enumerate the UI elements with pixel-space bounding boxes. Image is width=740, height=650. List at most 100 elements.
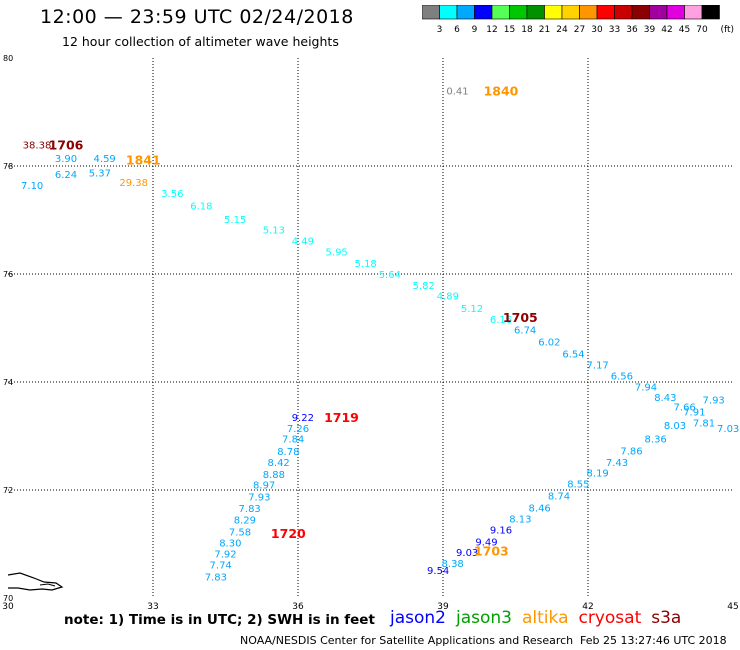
wave-height-value: 8.88 bbox=[263, 470, 285, 481]
wave-height-value: 4.49 bbox=[292, 237, 314, 248]
time-labels: 1706 1841 1840 1705 1719 1720 1703 bbox=[49, 83, 538, 558]
footnote: note: 1) Time is in UTC; 2) SWH is in fe… bbox=[64, 612, 375, 628]
wave-height-value: 8.97 bbox=[253, 481, 275, 492]
wave-height-value: 8.42 bbox=[268, 458, 290, 469]
wave-height-value: 7.93 bbox=[703, 395, 725, 406]
wave-height-value: 6.18 bbox=[190, 201, 212, 212]
credit-line: NOAA/NESDIS Center for Satellite Applica… bbox=[240, 634, 574, 647]
color-legend: 3 6 9 12 15 18 21 24 27 30 33 36 39 42 45 70 (ft) bbox=[422, 5, 734, 35]
wave-height-value: 8.38 bbox=[442, 559, 464, 570]
wave-height-value: 5.37 bbox=[89, 168, 111, 179]
wave-height-value: 7.81 bbox=[693, 419, 715, 430]
grid-lines bbox=[8, 58, 733, 598]
page-subtitle: 12 hour collection of altimeter wave hei… bbox=[62, 34, 339, 49]
wave-height-value: 8.55 bbox=[567, 480, 589, 491]
coastline bbox=[7, 572, 64, 591]
wave-height-value: 7.92 bbox=[214, 550, 236, 561]
legend-tick-label: 21 bbox=[539, 25, 550, 35]
pass-time-label: 1840 bbox=[484, 83, 519, 98]
y-tick-label: 74 bbox=[3, 378, 13, 387]
x-tick-label: 45 bbox=[727, 602, 738, 612]
pass-time-label: 1706 bbox=[49, 137, 84, 152]
pass-time-label: 1705 bbox=[503, 310, 538, 325]
y-tick-label: 70 bbox=[3, 594, 13, 603]
wave-height-value: 7.03 bbox=[717, 424, 739, 435]
wave-height-value: 7.83 bbox=[205, 572, 227, 583]
legend-tick-label: 9 bbox=[472, 25, 478, 35]
pass-time-label: 1703 bbox=[474, 543, 509, 558]
satellite-legend: jason2 jason3 altika cryosat s3a bbox=[390, 608, 691, 628]
x-tick-label: 30 bbox=[2, 602, 14, 612]
pass-time-label: 1719 bbox=[324, 410, 359, 425]
wave-height-value: 3.90 bbox=[55, 154, 77, 165]
generated-timestamp: Feb 25 13:27:46 UTC 2018 bbox=[580, 634, 727, 647]
wave-height-value: 9.49 bbox=[475, 537, 497, 548]
wave-height-value: 7.91 bbox=[683, 408, 705, 419]
coastline-inlet bbox=[39, 583, 56, 587]
legend-swatch bbox=[701, 5, 720, 20]
wave-height-value: 7.83 bbox=[239, 504, 261, 515]
coastline-outline bbox=[7, 572, 64, 591]
legend-tick-label: 70 bbox=[696, 25, 708, 35]
wave-height-value: 8.74 bbox=[548, 491, 570, 502]
wave-height-value: 5.13 bbox=[263, 226, 285, 237]
wave-height-value: 6.74 bbox=[514, 326, 536, 337]
wave-height-value: 7.94 bbox=[635, 382, 657, 393]
wave-height-value: 5.82 bbox=[413, 281, 435, 292]
satellite-jason3: jason3 bbox=[456, 608, 512, 628]
wave-height-value: 3.56 bbox=[161, 189, 183, 200]
wave-height-value: 7.43 bbox=[606, 458, 628, 469]
wave-height-value: 8.19 bbox=[587, 469, 609, 480]
wave-height-value: 5.12 bbox=[461, 304, 483, 315]
legend-tick-label: 27 bbox=[574, 25, 585, 35]
wave-height-value: 7.17 bbox=[587, 361, 609, 372]
wave-height-value: 8.03 bbox=[664, 421, 686, 432]
wave-height-value: 7.93 bbox=[248, 492, 270, 503]
wave-height-value: 29.38 bbox=[119, 178, 148, 189]
legend-tick-label: 24 bbox=[556, 25, 568, 35]
axes: 30 33 36 39 42 45 70 72 74 76 78 80 bbox=[2, 54, 738, 612]
wave-height-value: 9.54 bbox=[427, 566, 449, 577]
wave-height-value: 6.56 bbox=[611, 372, 633, 383]
wave-height-value: 7.10 bbox=[21, 181, 43, 192]
satellite-s3a: s3a bbox=[651, 608, 682, 628]
legend-tick-label: 6 bbox=[454, 25, 460, 35]
wave-height-value: 9.16 bbox=[490, 525, 512, 536]
wave-height-value: 8.13 bbox=[509, 515, 531, 526]
x-tick-label: 39 bbox=[437, 602, 449, 612]
wave-height-value: 9.03 bbox=[456, 548, 478, 559]
wave-height-value: 7.74 bbox=[210, 561, 232, 572]
legend-tick-label: 45 bbox=[679, 25, 690, 35]
wave-height-value: 7.26 bbox=[287, 424, 309, 435]
legend-tick-label: 39 bbox=[644, 25, 656, 35]
y-tick-label: 80 bbox=[3, 54, 13, 63]
x-tick-label: 36 bbox=[292, 602, 304, 612]
legend-tick-label: 15 bbox=[504, 25, 515, 35]
wave-height-value: 8.30 bbox=[219, 538, 241, 549]
legend-tick-label: 18 bbox=[521, 25, 533, 35]
data-points: 38.383.90 6.24 4.59 5.37 7.10 29.38 3.56 6.18 5.… bbox=[21, 86, 739, 583]
wave-height-value: 7.66 bbox=[674, 402, 696, 413]
pass-time-label: 1720 bbox=[271, 526, 306, 541]
pass-time-label: 1841 bbox=[126, 153, 161, 168]
wave-height-value: 7.86 bbox=[620, 447, 642, 458]
wave-height-value: 5.18 bbox=[355, 259, 377, 270]
wave-height-value: 9.22 bbox=[292, 413, 314, 424]
wave-height-value: 4.59 bbox=[94, 154, 116, 165]
wave-height-value: 38.38 bbox=[23, 140, 52, 151]
wave-height-value: 8.46 bbox=[529, 503, 551, 514]
legend-tick-label: 12 bbox=[486, 25, 497, 35]
x-tick-label: 42 bbox=[582, 602, 593, 612]
legend-tick-label: 30 bbox=[591, 25, 603, 35]
x-tick-label: 33 bbox=[147, 602, 158, 612]
y-tick-label: 78 bbox=[3, 162, 13, 171]
page-title: 12:00 — 23:59 UTC 02/24/2018 bbox=[40, 6, 354, 28]
wave-height-value: 6.02 bbox=[538, 338, 560, 349]
wave-height-value: 6.24 bbox=[55, 170, 77, 181]
wave-height-value: 5.15 bbox=[224, 215, 246, 226]
satellite-cryosat: cryosat bbox=[578, 608, 642, 628]
legend-tick-label: 42 bbox=[661, 25, 672, 35]
wave-height-value: 6.54 bbox=[562, 349, 584, 360]
y-tick-label: 76 bbox=[3, 270, 13, 279]
satellite-altika: altika bbox=[522, 608, 569, 628]
